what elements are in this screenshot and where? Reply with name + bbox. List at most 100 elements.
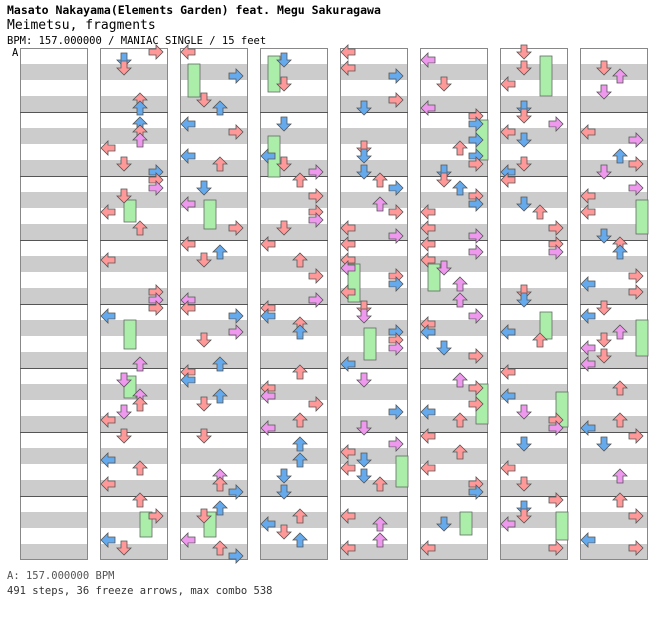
step-arrow — [100, 308, 116, 324]
step-arrow — [452, 292, 468, 308]
step-arrow — [388, 340, 404, 356]
beat-stripe — [100, 416, 168, 432]
step-arrow — [436, 260, 452, 276]
step-arrow — [116, 52, 132, 68]
step-arrow — [500, 172, 516, 188]
beat-stripe — [500, 448, 568, 464]
step-arrow — [420, 428, 436, 444]
step-arrow — [292, 532, 308, 548]
step-arrow — [308, 188, 324, 204]
step-arrow — [356, 148, 372, 164]
step-arrow — [340, 540, 356, 556]
step-arrow — [228, 124, 244, 140]
beat-stripe — [180, 160, 248, 176]
step-arrow — [468, 484, 484, 500]
step-arrow — [436, 172, 452, 188]
step-arrow — [132, 460, 148, 476]
beat-stripe — [20, 96, 88, 112]
step-arrow — [340, 44, 356, 60]
beat-stripe — [20, 512, 88, 528]
step-arrow — [116, 428, 132, 444]
step-arrow — [132, 132, 148, 148]
step-arrow — [148, 300, 164, 316]
beat-stripe — [580, 96, 648, 112]
step-arrow — [228, 68, 244, 84]
step-arrow — [180, 196, 196, 212]
beat-stripe — [420, 448, 488, 464]
step-arrow — [292, 172, 308, 188]
step-arrow — [212, 476, 228, 492]
beat-stripe — [100, 544, 168, 560]
step-arrow — [180, 44, 196, 60]
step-arrow — [148, 508, 164, 524]
step-arrow — [228, 308, 244, 324]
step-arrow — [276, 524, 292, 540]
step-arrow — [516, 60, 532, 76]
step-arrow — [420, 404, 436, 420]
step-arrow — [436, 516, 452, 532]
step-arrow — [116, 60, 132, 76]
beat-stripe — [20, 544, 88, 560]
step-arrow — [532, 204, 548, 220]
step-arrow — [548, 492, 564, 508]
step-arrow — [596, 300, 612, 316]
beat-stripe — [260, 384, 328, 400]
step-arrow — [580, 308, 596, 324]
step-arrow — [180, 300, 196, 316]
step-arrow — [500, 516, 516, 532]
step-arrow — [356, 300, 372, 316]
step-arrow — [468, 132, 484, 148]
step-arrow — [276, 52, 292, 68]
step-arrow — [628, 132, 644, 148]
step-arrow — [180, 532, 196, 548]
beat-stripe — [20, 192, 88, 208]
beat-stripe — [100, 128, 168, 144]
freeze-arrow — [267, 55, 281, 93]
step-arrow — [148, 44, 164, 60]
beat-stripe — [500, 288, 568, 304]
step-stats: 491 steps, 36 freeze arrows, max combo 5… — [7, 585, 273, 597]
step-arrow — [340, 444, 356, 460]
step-arrow — [308, 212, 324, 228]
beat-stripe — [340, 416, 408, 432]
step-arrow — [292, 412, 308, 428]
step-arrow — [420, 252, 436, 268]
beat-stripe — [20, 160, 88, 176]
beat-stripe — [20, 256, 88, 272]
step-arrow — [612, 412, 628, 428]
step-arrow — [612, 380, 628, 396]
step-arrow — [212, 156, 228, 172]
step-arrow — [516, 284, 532, 300]
beat-stripe — [340, 544, 408, 560]
step-arrow — [292, 452, 308, 468]
beat-stripe — [180, 288, 248, 304]
step-arrow — [100, 140, 116, 156]
step-arrow — [132, 220, 148, 236]
step-arrow — [500, 76, 516, 92]
beat-stripe — [340, 192, 408, 208]
beat-stripe — [340, 128, 408, 144]
step-arrow — [596, 332, 612, 348]
song-artist: Masato Nakayama(Elements Garden) feat. M… — [7, 3, 381, 17]
step-arrow — [612, 244, 628, 260]
freeze-arrow — [427, 263, 441, 292]
step-arrow — [196, 332, 212, 348]
step-arrow — [372, 172, 388, 188]
step-arrow — [580, 340, 596, 356]
beat-stripe — [420, 544, 488, 560]
freeze-arrow — [635, 199, 649, 235]
step-arrow — [420, 324, 436, 340]
step-arrow — [628, 284, 644, 300]
step-arrow — [628, 428, 644, 444]
step-arrow — [276, 484, 292, 500]
beat-stripe — [580, 384, 648, 400]
step-arrow — [516, 44, 532, 60]
beat-stripe — [260, 224, 328, 240]
step-arrow — [500, 124, 516, 140]
step-arrow — [468, 380, 484, 396]
step-arrow — [500, 388, 516, 404]
beat-stripe — [340, 160, 408, 176]
step-arrow — [372, 516, 388, 532]
chart-column — [580, 48, 649, 560]
